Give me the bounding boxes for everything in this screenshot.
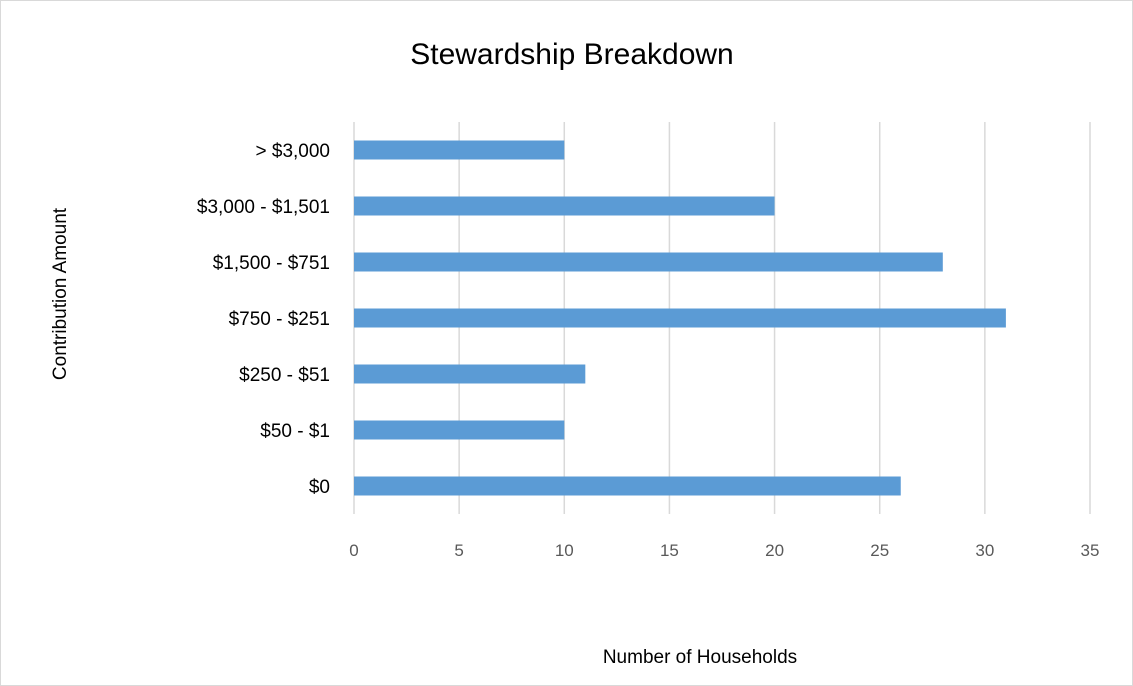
category-label: $3,000 - $1,501 bbox=[197, 197, 330, 218]
category-labels: $0 $50 - $1 $250 - $51 $750 - $251 $1,500 - … bbox=[197, 141, 330, 498]
x-tick-label: 30 bbox=[975, 541, 994, 560]
x-tick-label: 35 bbox=[1081, 541, 1100, 560]
x-axis-title: Number of Households bbox=[603, 647, 797, 668]
x-tick-label: 20 bbox=[765, 541, 784, 560]
bar bbox=[354, 476, 901, 496]
bars bbox=[354, 140, 1006, 496]
bar bbox=[354, 196, 775, 216]
chart-title: Stewardship Breakdown bbox=[410, 38, 734, 71]
x-tick-label: 5 bbox=[454, 541, 463, 560]
bar bbox=[354, 252, 943, 272]
category-label: $750 - $251 bbox=[229, 309, 330, 330]
category-label: $1,500 - $751 bbox=[213, 253, 330, 274]
x-tick-labels: 0 5 10 15 20 25 30 35 bbox=[349, 541, 1099, 560]
bar bbox=[354, 420, 565, 440]
x-tick-label: 15 bbox=[660, 541, 679, 560]
category-label: $250 - $51 bbox=[239, 365, 330, 386]
bar bbox=[354, 364, 586, 384]
category-label: $0 bbox=[309, 477, 330, 498]
x-tick-label: 25 bbox=[870, 541, 889, 560]
bar bbox=[354, 140, 565, 160]
category-label: $50 - $1 bbox=[260, 421, 330, 442]
x-tick-label: 0 bbox=[349, 541, 358, 560]
bar bbox=[354, 308, 1006, 328]
x-tick-label: 10 bbox=[555, 541, 574, 560]
category-label: > $3,000 bbox=[256, 141, 331, 162]
y-axis-title: Contribution Amount bbox=[50, 207, 71, 380]
